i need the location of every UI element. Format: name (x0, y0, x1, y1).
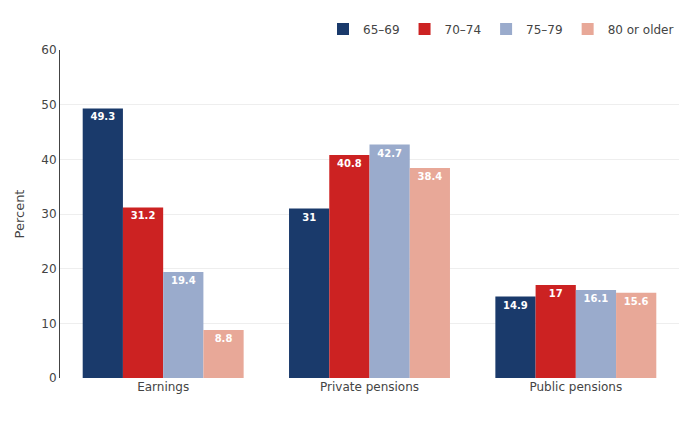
svg-text:30: 30 (41, 207, 56, 221)
svg-text:50: 50 (41, 98, 56, 112)
svg-text:10: 10 (41, 317, 56, 331)
svg-text:70–74: 70–74 (445, 23, 482, 37)
svg-text:40: 40 (41, 153, 56, 167)
svg-text:8.8: 8.8 (215, 333, 233, 344)
svg-text:80 or older: 80 or older (608, 23, 674, 37)
svg-text:16.1: 16.1 (584, 293, 609, 304)
svg-text:0: 0 (49, 371, 57, 385)
svg-text:Earnings: Earnings (137, 380, 189, 394)
svg-text:15.6: 15.6 (624, 296, 649, 307)
svg-text:60: 60 (41, 43, 56, 57)
svg-text:20: 20 (41, 262, 56, 276)
svg-text:14.9: 14.9 (503, 300, 528, 311)
svg-text:31.2: 31.2 (131, 210, 156, 221)
svg-text:19.4: 19.4 (171, 275, 196, 286)
svg-text:17: 17 (549, 288, 563, 299)
svg-text:65–69: 65–69 (363, 23, 400, 37)
svg-text:Public pensions: Public pensions (529, 380, 622, 394)
svg-text:31: 31 (302, 212, 316, 223)
svg-text:Percent: Percent (12, 190, 27, 239)
svg-text:49.3: 49.3 (90, 111, 115, 122)
svg-text:38.4: 38.4 (417, 171, 442, 182)
svg-text:40.8: 40.8 (337, 158, 362, 169)
svg-text:Private pensions: Private pensions (320, 380, 419, 394)
svg-text:42.7: 42.7 (377, 148, 402, 159)
svg-text:75–79: 75–79 (526, 23, 563, 37)
